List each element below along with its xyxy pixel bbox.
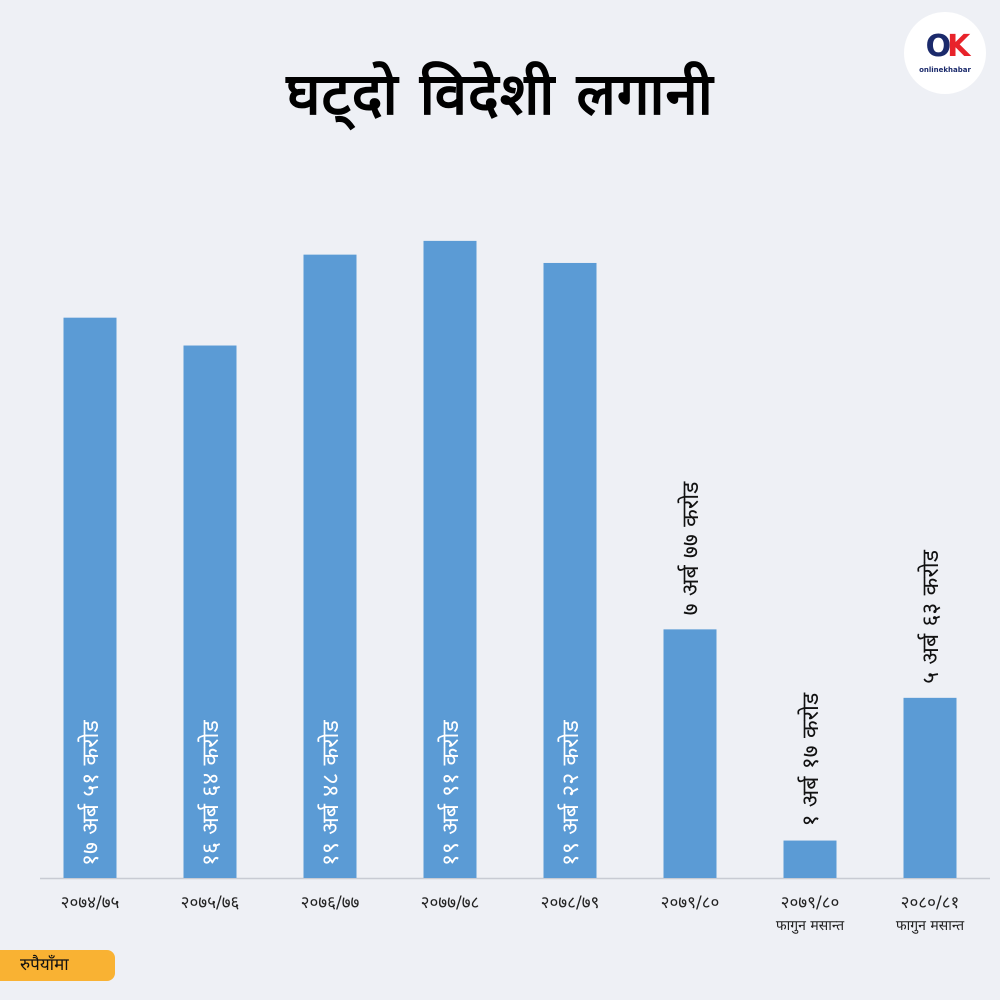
bar [423,240,477,878]
bar-value-label: १९ अर्ब ९१ करोड [437,719,464,866]
unit-badge: रुपैयाँमा [0,950,115,981]
bar-value-label: ७ अर्ब ७७ करोड [677,481,704,616]
bar-value-label: १९ अर्ब ४८ करोड [317,719,344,866]
bar-value-label: १७ अर्ब ५१ करोड [77,719,104,866]
x-tick-label: २०७९/८० [781,893,840,913]
logo-wordmark: onlinekhabar [919,66,971,74]
x-tick-label: २०७५/७६ [181,893,240,913]
x-tick-label: २०७९/८० [661,893,720,913]
chart-title: घट्दो विदेशी लगानी [286,60,714,128]
x-tick-sublabel: फागुन मसान्त [896,918,965,934]
bar [303,254,357,878]
x-tick-sublabel: फागुन मसान्त [776,918,845,934]
bar-value-label: १६ अर्ब ६४ करोड [197,719,224,866]
ok-logo-icon: OK [925,29,971,64]
bar [903,697,957,878]
bar [663,629,717,878]
bar [543,262,597,879]
onlinekhabar-logo: OK onlinekhabar [904,12,986,94]
bar-value-label: १९ अर्ब २२ करोड [557,719,584,866]
bar [63,317,117,878]
bar [783,840,837,878]
bar [183,345,237,878]
x-tick-label: २०८०/८१ [901,893,960,913]
x-tick-label: २०७६/७७ [301,893,360,913]
x-tick-label: २०७७/७८ [421,893,480,913]
bar-value-label: ५ अर्ब ६३ करोड [917,549,944,684]
bar-value-label: १ अर्ब १७ करोड [797,692,824,827]
x-tick-label: २०७८/७९ [541,893,600,913]
x-tick-label: २०७४/७५ [61,893,120,913]
